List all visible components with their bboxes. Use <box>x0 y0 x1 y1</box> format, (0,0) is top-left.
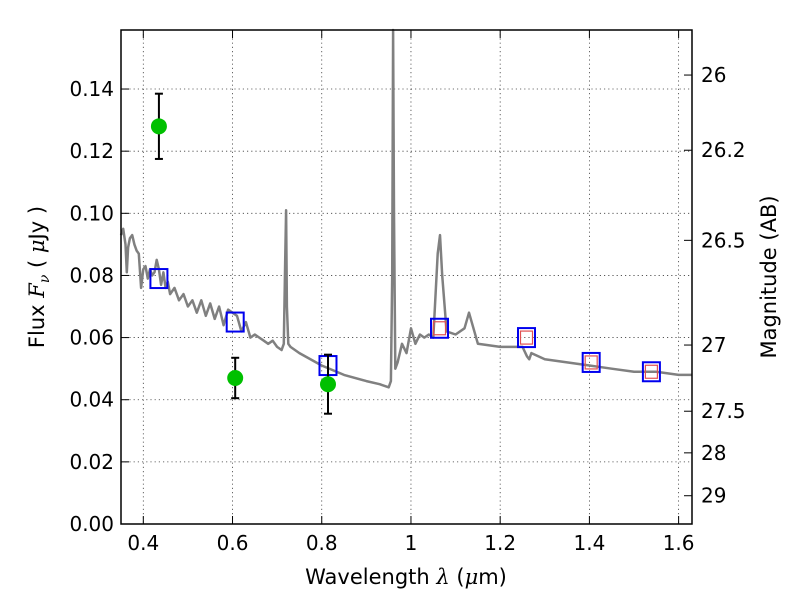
y-tick-label: 0.00 <box>69 512 114 536</box>
y2-tick-label: 26 <box>701 63 726 87</box>
y2-tick-label: 26.5 <box>701 228 746 252</box>
y-tick-label: 0.06 <box>69 326 114 350</box>
axis-ticks: 0.4 0.6 0.8 1 1.2 1.4 1.6 0.00 0.02 0.04 0.06 0.08 0… <box>69 30 746 555</box>
x-axis-label-text: Wavelength <box>305 565 436 589</box>
model-photometry-inner-box <box>519 330 534 345</box>
model-photometry-box <box>225 311 245 333</box>
y2-tick-label: 27.5 <box>701 399 746 423</box>
y-tick-label: 0.04 <box>69 388 114 412</box>
model-spectrum <box>119 28 692 389</box>
plot-area <box>121 30 692 524</box>
plot-frame <box>120 29 693 525</box>
x-tick-label: 1.4 <box>573 531 605 555</box>
x-tick-label: 1.2 <box>484 531 516 555</box>
model-photometry-box <box>641 361 661 383</box>
y2-tick-label: 29 <box>701 484 726 508</box>
model-photometry-box <box>581 351 601 373</box>
observed-point <box>319 376 336 393</box>
x-axis-label-lambda: λ <box>435 565 449 589</box>
y-axis-label-unit: Jy ) <box>25 206 49 242</box>
y-tick-label: 0.02 <box>69 450 114 474</box>
y-axis-label: Flux Fν ( μJy ) <box>25 206 53 348</box>
x-tick-label: 1.6 <box>663 531 695 555</box>
observed-photometry-points <box>150 92 336 415</box>
x-tick-label: 0.8 <box>306 531 338 555</box>
model-photometry-box <box>149 268 169 290</box>
model-spectrum-line <box>119 28 692 389</box>
y-axis-label-nu: ν <box>37 274 53 283</box>
model-photometry-inner-box <box>584 355 598 370</box>
x-axis-label-paren: ( <box>450 565 465 589</box>
y-tick-label: 0.10 <box>69 201 114 225</box>
model-photometry-inner-box <box>644 364 659 379</box>
grid-lines <box>121 30 692 524</box>
x-tick-label: 0.6 <box>217 531 249 555</box>
x-axis-label: Wavelength λ (μm) <box>305 565 507 589</box>
y-axis-label-mu: μ <box>25 239 49 253</box>
y2-axis-label: Magnitude (AB) <box>757 195 781 358</box>
x-tick-label: 0.4 <box>127 531 159 555</box>
x-tick-label: 1 <box>405 531 418 555</box>
model-photometry-box <box>430 317 450 339</box>
y-tick-label: 0.08 <box>69 263 114 287</box>
y-axis-label-paren: ( <box>25 253 49 275</box>
model-photometry-box <box>516 327 536 349</box>
observed-point <box>150 118 167 135</box>
y-axis-label-f: F <box>25 282 49 299</box>
model-photometry-inner-box <box>432 321 447 336</box>
model-photometry-boxes <box>149 268 661 383</box>
x-axis-label-unit: m) <box>478 565 507 589</box>
y2-tick-label: 26.2 <box>701 138 746 162</box>
y2-tick-label: 27 <box>701 333 726 357</box>
observed-point <box>227 369 244 386</box>
y2-tick-label: 28 <box>701 441 726 465</box>
x-axis-label-mu: μ <box>465 565 479 589</box>
y-tick-label: 0.14 <box>69 77 114 101</box>
y-axis-label-text: Flux <box>25 298 49 348</box>
y-tick-label: 0.12 <box>69 139 114 163</box>
